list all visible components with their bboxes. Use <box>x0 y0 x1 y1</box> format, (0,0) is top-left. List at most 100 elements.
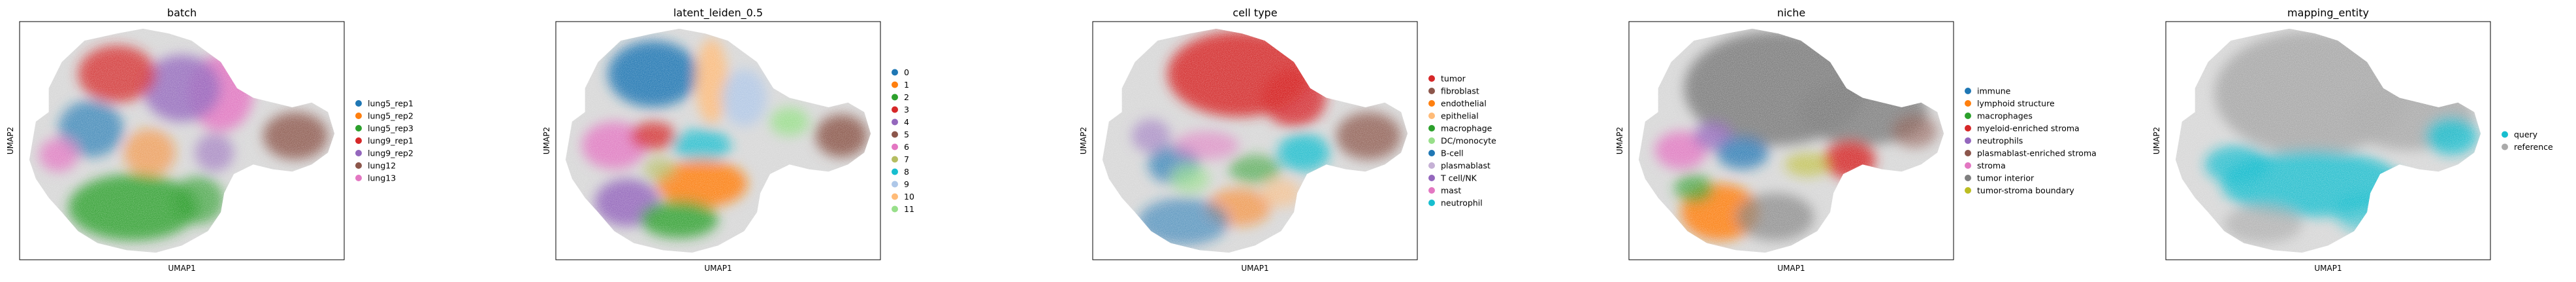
legend-marker-macrophages <box>1965 113 1971 119</box>
legend-label-0: 0 <box>904 67 909 77</box>
legend-label-tumor-stroma-boundary: tumor-stroma boundary <box>1977 186 2074 196</box>
legend-label-plasmablast-enriched-stroma: plasmablast-enriched stroma <box>1977 149 2097 158</box>
legend-marker-immune <box>1965 88 1971 94</box>
legend-marker-5 <box>892 131 898 138</box>
legend: 0 1 2 3 4 5 6 7 8 9 10 11 <box>892 67 914 214</box>
legend-marker-lung13 <box>355 175 362 181</box>
legend-marker-reference <box>2502 143 2508 150</box>
scatter-points <box>2175 28 2481 253</box>
legend-marker-lung9-rep2 <box>355 150 362 156</box>
legend-label-tumor: tumor <box>1441 74 1466 84</box>
legend-label-1: 1 <box>904 80 909 90</box>
panel-niche: niche UMAP1 UMAP2 immune lymphoid structure m… <box>1615 7 2097 273</box>
legend-marker-t-cell-nk <box>1428 175 1435 181</box>
legend-marker-2 <box>892 94 898 101</box>
legend-marker-lung5-rep3 <box>355 125 362 132</box>
y-axis-label: UMAP2 <box>1079 127 1088 154</box>
legend-marker-tumor <box>1428 75 1435 82</box>
legend-marker-neutrophils <box>1965 137 1971 144</box>
legend-marker-1 <box>892 81 898 88</box>
legend-marker-endothelial <box>1428 100 1435 107</box>
legend-label-6: 6 <box>904 142 909 152</box>
legend-marker-4 <box>892 118 898 126</box>
legend-marker-lung9-rep1 <box>355 137 362 144</box>
legend-label-2: 2 <box>904 92 909 102</box>
legend: immune lymphoid structure macrophages myelo… <box>1965 86 2097 196</box>
axes-frame <box>1092 21 1418 260</box>
legend-label-immune: immune <box>1977 86 2011 96</box>
axes-frame <box>555 21 881 260</box>
legend-marker-epithelial <box>1428 113 1435 119</box>
axes-frame <box>1628 21 1954 260</box>
panel-latent-leiden-0-5: latent_leiden_0.5 UMAP1 UMAP2 0 1 2 3 4 5 6 7 8 9 10 1… <box>542 7 914 273</box>
legend-marker-fibroblast <box>1428 88 1435 94</box>
panel-title: batch <box>167 7 197 19</box>
legend-label-7: 7 <box>904 154 909 164</box>
legend-label-4: 4 <box>904 117 909 127</box>
legend-marker-dc-monocyte <box>1428 137 1435 144</box>
legend-label-myeloid-enriched-stroma: myeloid-enriched stroma <box>1977 124 2080 133</box>
legend-marker-0 <box>892 69 898 76</box>
legend-label-lung9-rep2: lung9_rep2 <box>368 149 413 158</box>
legend-label-dc-monocyte: DC/monocyte <box>1441 136 1496 146</box>
legend-label-tumor-interior: tumor interior <box>1977 173 2035 183</box>
panel-mapping-entity: mapping_entity UMAP1 UMAP2 query reference <box>2152 7 2553 273</box>
y-axis-label: UMAP2 <box>2152 127 2161 154</box>
legend-label-10: 10 <box>904 192 914 202</box>
x-axis-label: UMAP1 <box>1777 264 1805 273</box>
legend-label-endothelial: endothelial <box>1441 99 1487 109</box>
legend-label-neutrophil: neutrophil <box>1441 198 1483 208</box>
legend-marker-neutrophil <box>1428 200 1435 206</box>
legend-label-query: query <box>2514 130 2538 139</box>
legend-label-t-cell-nk: T cell/NK <box>1440 173 1477 183</box>
y-axis-label: UMAP2 <box>1615 127 1624 154</box>
x-axis-label: UMAP1 <box>704 264 732 273</box>
legend-marker-myeloid-enriched-stroma <box>1965 125 1971 132</box>
legend-label-lung9-rep1: lung9_rep1 <box>368 136 413 146</box>
legend-marker-7 <box>892 156 898 163</box>
legend-label-b-cell: B-cell <box>1441 149 1464 158</box>
legend-label-fibroblast: fibroblast <box>1441 86 1479 96</box>
legend-marker-lung5-rep1 <box>355 100 362 107</box>
legend-label-lung5-rep2: lung5_rep2 <box>368 111 413 121</box>
legend-marker-stroma <box>1965 162 1971 169</box>
legend-marker-b-cell <box>1428 150 1435 156</box>
scatter-points <box>29 28 335 253</box>
panel-cell-type: cell type UMAP1 UMAP2 tumor fibroblast endoth… <box>1079 7 1496 273</box>
scatter-points <box>565 28 871 253</box>
legend-label-lung13: lung13 <box>368 173 396 183</box>
panel-title: cell type <box>1232 7 1277 19</box>
legend-label-epithelial: epithelial <box>1441 111 1479 121</box>
legend-marker-query <box>2502 131 2508 138</box>
legend-marker-plasmablast <box>1428 162 1435 169</box>
legend-marker-8 <box>892 168 898 175</box>
legend-marker-mast <box>1428 187 1435 194</box>
panel-title: latent_leiden_0.5 <box>673 7 763 20</box>
legend-marker-lymphoid-structure <box>1965 100 1971 107</box>
y-axis-label: UMAP2 <box>6 127 15 154</box>
legend-marker-lung12 <box>355 162 362 169</box>
scatter-points <box>1638 28 1944 253</box>
scatter-points <box>1102 28 1408 253</box>
x-axis-label: UMAP1 <box>168 264 195 273</box>
legend-label-lymphoid-structure: lymphoid structure <box>1977 99 2055 109</box>
legend-marker-plasmablast-enriched-stroma <box>1965 150 1971 156</box>
panel-title: niche <box>1777 7 1805 19</box>
legend-label-5: 5 <box>904 130 909 139</box>
legend-label-lung5-rep1: lung5_rep1 <box>368 99 413 109</box>
legend-marker-3 <box>892 106 898 113</box>
axes-frame <box>2165 21 2491 260</box>
legend-label-macrophage: macrophage <box>1441 124 1492 133</box>
x-axis-label: UMAP1 <box>1241 264 1268 273</box>
legend-marker-10 <box>892 193 898 200</box>
legend-label-neutrophils: neutrophils <box>1977 136 2023 146</box>
x-axis-label: UMAP1 <box>2314 264 2342 273</box>
panel-batch: batchUMAP1UMAP2lung5_rep1lung5_rep2lung5… <box>6 7 413 273</box>
legend-marker-9 <box>892 181 898 188</box>
legend: tumor fibroblast endothelial epithelial macr… <box>1428 74 1496 208</box>
legend-marker-tumor-interior <box>1965 175 1971 181</box>
legend-marker-6 <box>892 143 898 150</box>
axes-frame <box>19 21 345 260</box>
legend-label-lung12: lung12 <box>368 161 396 171</box>
